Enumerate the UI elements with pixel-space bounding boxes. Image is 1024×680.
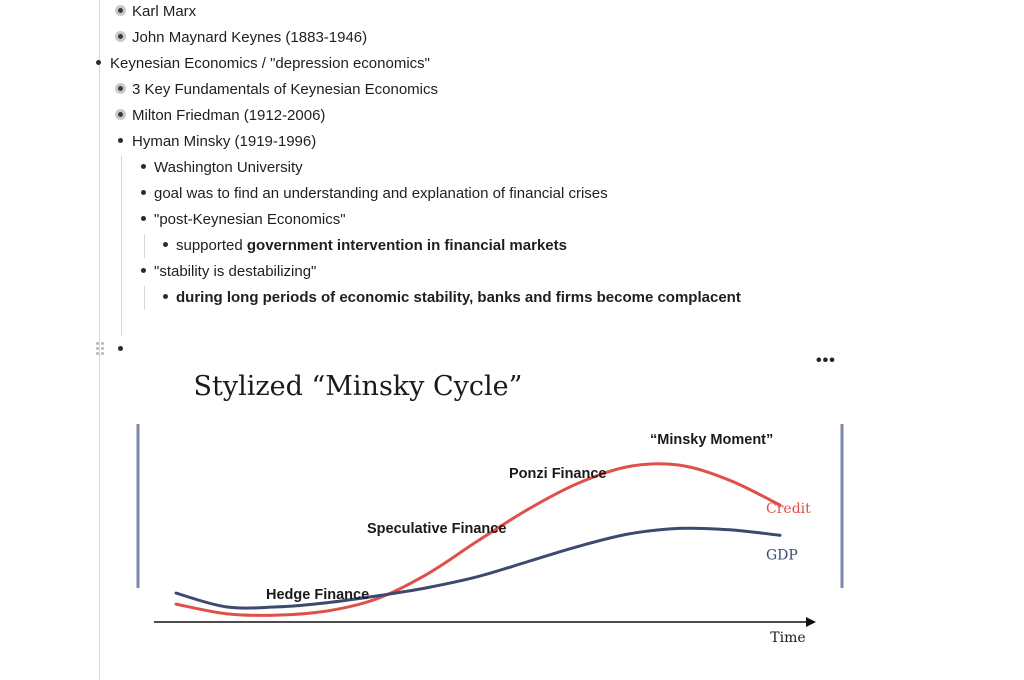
outline-item-keynes[interactable]: John Maynard Keynes (1883-1946): [115, 25, 368, 51]
outline-item-text: 3 Key Fundamentals of Keynesian Economic…: [132, 81, 438, 98]
x-axis-label: Time: [770, 630, 805, 646]
outline-item-friedman[interactable]: Milton Friedman (1912-2006): [115, 103, 326, 129]
outline-item-supported[interactable]: supported government intervention in fin…: [163, 233, 567, 259]
collapsed-bullet-icon[interactable]: [115, 83, 126, 94]
outline-guide-level3a: [144, 234, 145, 258]
outline-item-keynesian-economics[interactable]: Keynesian Economics / "depression econom…: [96, 51, 430, 77]
stage-label-ponzi: Ponzi Finance: [509, 466, 607, 482]
chart-title: Stylized “Minsky Cycle”: [194, 371, 523, 402]
bullet-icon[interactable]: [141, 190, 146, 195]
outline-item-text: during long periods of economic stabilit…: [176, 289, 741, 306]
stage-label-hedge: Hedge Finance: [266, 587, 369, 603]
outline-item-text: "stability is destabilizing": [154, 263, 317, 280]
outline-item-text: Washington University: [154, 159, 303, 176]
minsky-cycle-chart: Stylized “Minsky Cycle” Time Credit GDP H…: [136, 371, 844, 646]
outline-item-prefix: supported: [176, 237, 247, 254]
outline-item-text: goal was to find an understanding and ex…: [154, 185, 608, 202]
series-layer: Credit GDP: [174, 462, 811, 617]
outline-item-text: Keynesian Economics / "depression econom…: [110, 55, 430, 72]
outline-item-key-fundamentals[interactable]: 3 Key Fundamentals of Keynesian Economic…: [115, 77, 438, 103]
outline-item-post-keynesian[interactable]: "post-Keynesian Economics": [141, 207, 346, 233]
collapsed-bullet-icon[interactable]: [115, 109, 126, 120]
outline-item-washington-university[interactable]: Washington University: [141, 155, 303, 181]
outline-item-minsky[interactable]: Hyman Minsky (1919-1996): [118, 129, 316, 155]
bullet-icon[interactable]: [141, 164, 146, 169]
outline-item-karl-marx[interactable]: Karl Marx: [115, 0, 197, 25]
bullet-icon[interactable]: [118, 138, 123, 143]
series-label-gdp: GDP: [766, 547, 798, 563]
bullet-icon[interactable]: [118, 346, 123, 351]
outline-item-text: Hyman Minsky (1919-1996): [132, 133, 317, 150]
outline-guide-level2: [121, 156, 122, 336]
series-line-credit: [174, 462, 782, 617]
collapsed-bullet-icon[interactable]: [115, 5, 126, 16]
drag-handle-icon[interactable]: [96, 342, 106, 358]
stage-label-speculative: Speculative Finance: [367, 521, 506, 537]
outline-item-text: "post-Keynesian Economics": [154, 211, 346, 228]
outline-item-bold: government intervention in financial mar…: [246, 237, 567, 254]
series-label-credit: Credit: [766, 501, 811, 517]
outline-guide-level1: [99, 0, 100, 680]
outline-item-text: supported government intervention in fin…: [176, 233, 567, 259]
bullet-icon[interactable]: [141, 216, 146, 221]
outline-item-goal[interactable]: goal was to find an understanding and ex…: [141, 181, 608, 207]
more-options-button[interactable]: •••: [816, 352, 836, 369]
series-line-gdp: [174, 526, 782, 610]
outline-guide-level3b: [144, 286, 145, 310]
outline-item-text: John Maynard Keynes (1883-1946): [132, 29, 368, 46]
outline-item-stability[interactable]: "stability is destabilizing": [141, 259, 316, 285]
bullet-icon[interactable]: [163, 294, 168, 299]
outline-item-complacent[interactable]: during long periods of economic stabilit…: [163, 285, 741, 311]
bullet-icon[interactable]: [141, 268, 146, 273]
outline-item-text: Karl Marx: [132, 3, 197, 20]
bullet-icon[interactable]: [163, 242, 168, 247]
outline-item-text: Milton Friedman (1912-2006): [132, 107, 326, 124]
stage-label-minsky-moment: “Minsky Moment”: [650, 432, 773, 448]
collapsed-bullet-icon[interactable]: [115, 31, 126, 42]
x-axis-arrow-icon: [806, 617, 816, 627]
bullet-icon[interactable]: [96, 60, 101, 65]
